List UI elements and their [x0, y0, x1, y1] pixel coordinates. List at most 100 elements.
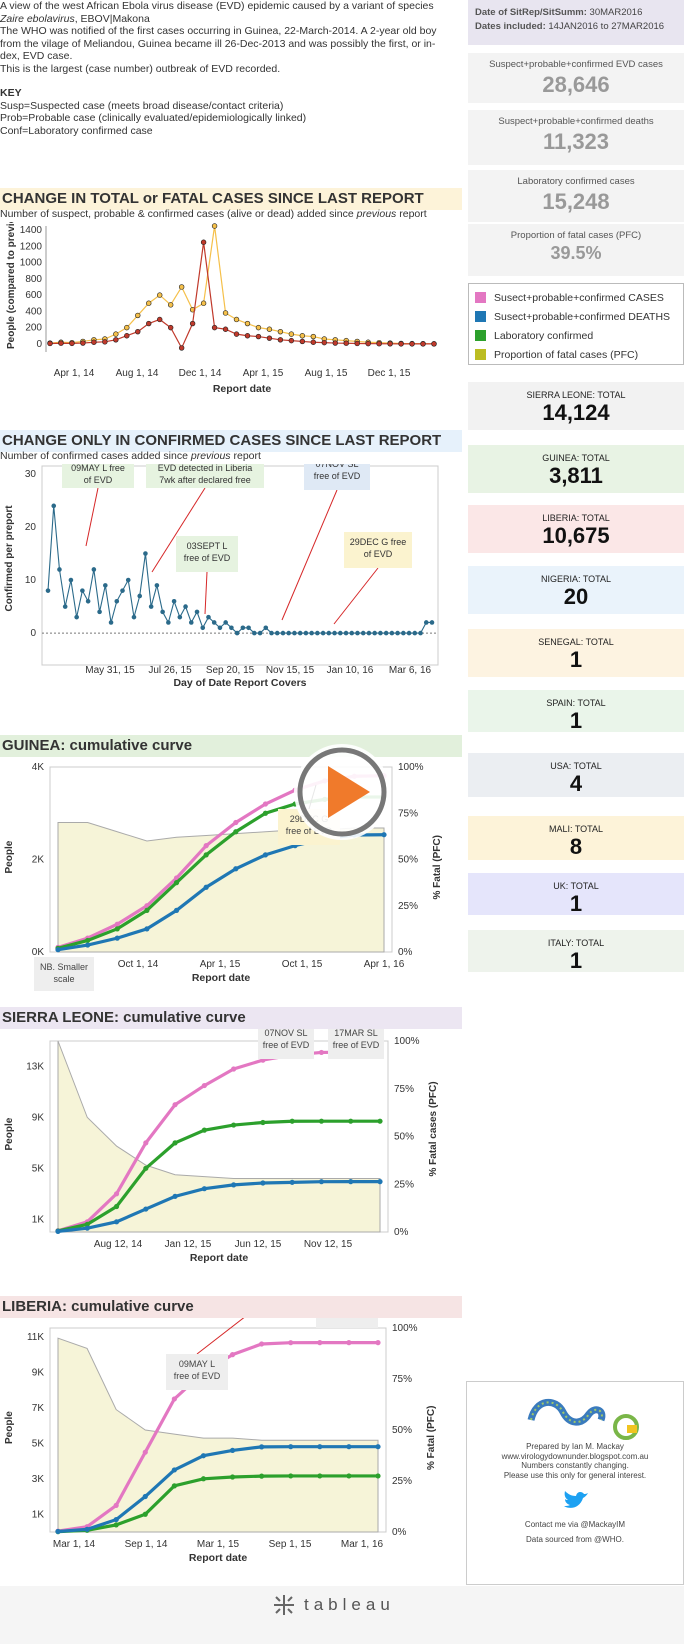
change-confirmed-title: CHANGE ONLY IN CONFIRMED CASES SINCE LAS…	[0, 430, 462, 452]
annotation-text: free of EVD	[333, 1040, 380, 1050]
credits-note: Numbers constantly changing.	[521, 1461, 629, 1470]
credits-box: Prepared by Ian M. Mackay www.virologydo…	[466, 1381, 684, 1585]
data-point	[246, 625, 251, 631]
subtitle-part: report	[396, 208, 427, 220]
data-point	[387, 341, 393, 347]
data-point	[84, 1221, 90, 1227]
data-point	[69, 340, 75, 347]
x-tick-label: Nov 15, 15	[266, 665, 315, 676]
data-point	[259, 1444, 265, 1450]
data-point	[318, 1049, 325, 1056]
kpi-value: 15,248	[542, 189, 610, 214]
legend-swatch	[475, 292, 486, 303]
data-point	[337, 630, 343, 636]
country-value: 1	[569, 647, 583, 672]
legend-swatch	[475, 349, 486, 360]
x-tick-label: Jan 12, 15	[165, 1239, 212, 1250]
data-point	[317, 1473, 323, 1479]
data-point	[113, 1516, 119, 1523]
intro-text: A view of the west African Ebola virus d…	[0, 0, 462, 137]
kpi-label: Suspect+probable+confirmed deaths	[498, 116, 654, 127]
data-point	[299, 338, 306, 345]
legend-label: Proportion of fatal cases (PFC)	[494, 348, 639, 361]
data-point	[55, 1528, 61, 1535]
intro-line: A view of the west African Ebola virus d…	[0, 0, 434, 12]
x-axis-title: Report date	[189, 1552, 248, 1564]
tableau-logo[interactable]: tableau	[270, 1588, 430, 1622]
chart-liberia[interactable]: 1K 3K 5K 7K 9K 11K 0% 25% 50% 75% 100% Mar 1, 14 Sep…	[0, 1318, 462, 1588]
annotation-text: free of EVD	[324, 1318, 371, 1319]
legend-item-cases[interactable]: Susect+probable+confirmed CASES	[475, 288, 677, 307]
data-point	[124, 333, 130, 339]
data-point	[346, 1340, 352, 1346]
country-label: MALI: TOTAL	[548, 824, 604, 834]
data-point	[189, 320, 196, 327]
data-point	[378, 630, 383, 636]
credits-contact[interactable]: Contact me via @MackayIM	[524, 1520, 626, 1529]
series-line-0	[49, 225, 435, 345]
y-axis-title: People	[4, 1117, 15, 1150]
data-point	[234, 630, 240, 636]
country-label: UK: TOTAL	[553, 881, 599, 891]
sitrep-box: Date of SitRep/SitSumm: 30MAR2016 Dates …	[468, 0, 684, 45]
data-point	[231, 1066, 237, 1072]
play-button[interactable]	[290, 740, 394, 844]
y-axis-title: Confirmed per preport	[4, 505, 15, 612]
legend-item-confirmed[interactable]: Laboratory confirmed	[475, 326, 677, 345]
data-point	[142, 1511, 148, 1517]
legend-item-pfc[interactable]: Proportion of fatal cases (PFC)	[475, 345, 677, 364]
chart-change-total[interactable]: 0 200 400 600 800 1000 1200 1400 Apr 1, 14 Aug 1,…	[0, 222, 462, 420]
x-tick-label: Mar 1, 16	[341, 1539, 384, 1550]
data-point	[263, 625, 269, 631]
y-tick-label: 0K	[32, 947, 45, 958]
data-point	[173, 907, 180, 913]
chart-sierra-leone[interactable]: 1K 5K 9K 13K 0% 25% 50% 75% 100% Aug 12, 14 Jan 12…	[0, 1029, 462, 1289]
data-point	[200, 625, 206, 631]
x-tick-label: Sep 1, 15	[269, 1539, 312, 1550]
data-point	[45, 588, 51, 593]
annotation-box	[34, 957, 94, 991]
legend-item-deaths[interactable]: Susect+probable+confirmed DEATHS	[475, 307, 677, 326]
data-point	[375, 1340, 381, 1346]
data-point	[51, 503, 57, 509]
country-label: GUINEA: TOTAL	[542, 453, 610, 463]
data-point	[125, 577, 131, 583]
data-point	[383, 630, 389, 636]
data-point	[297, 630, 303, 636]
x-tick-label: Sep 1, 14	[125, 1539, 168, 1550]
data-point	[172, 1193, 178, 1199]
data-point	[206, 614, 211, 620]
data-point	[85, 598, 91, 604]
y2-axis-title: % Fatal (PFC)	[432, 835, 443, 899]
chart-legend[interactable]: Susect+probable+confirmed CASES Susect+p…	[468, 283, 684, 365]
data-point	[229, 625, 234, 631]
data-point	[398, 341, 404, 347]
y-tick-label: 1200	[20, 241, 43, 252]
data-point	[229, 1447, 236, 1453]
legend-swatch	[475, 311, 486, 322]
twitter-icon[interactable]	[560, 1488, 590, 1514]
data-point	[233, 819, 239, 826]
y2-tick-label: 25%	[398, 901, 418, 912]
data-point	[166, 620, 171, 625]
annotation-box	[304, 464, 370, 490]
data-point	[299, 333, 306, 339]
annotation-text: free of EVD	[263, 1040, 310, 1050]
y2-tick-label: 75%	[394, 1084, 414, 1095]
data-point	[277, 328, 284, 335]
chart-change-confirmed[interactable]: 0 10 20 30 May 31, 15 Jul 26, 15 Sep 20, 15 Nov…	[0, 464, 462, 722]
y-tick-label: 30	[25, 469, 37, 480]
data-point	[418, 630, 423, 636]
x-tick-label: Mar 1, 14	[53, 1539, 96, 1550]
subtitle-emphasis: previous	[190, 450, 231, 462]
data-point	[401, 630, 406, 636]
country-value: 4	[569, 771, 583, 796]
data-point	[420, 341, 426, 347]
y2-tick-label: 0%	[394, 1227, 409, 1238]
annotation-arrow	[281, 489, 338, 621]
data-point	[113, 331, 119, 337]
data-point	[377, 1118, 383, 1124]
annotation-box	[316, 1318, 378, 1328]
credits-url[interactable]: www.virologydownunder.blogspot.com.au	[501, 1451, 649, 1461]
data-point	[114, 598, 120, 604]
